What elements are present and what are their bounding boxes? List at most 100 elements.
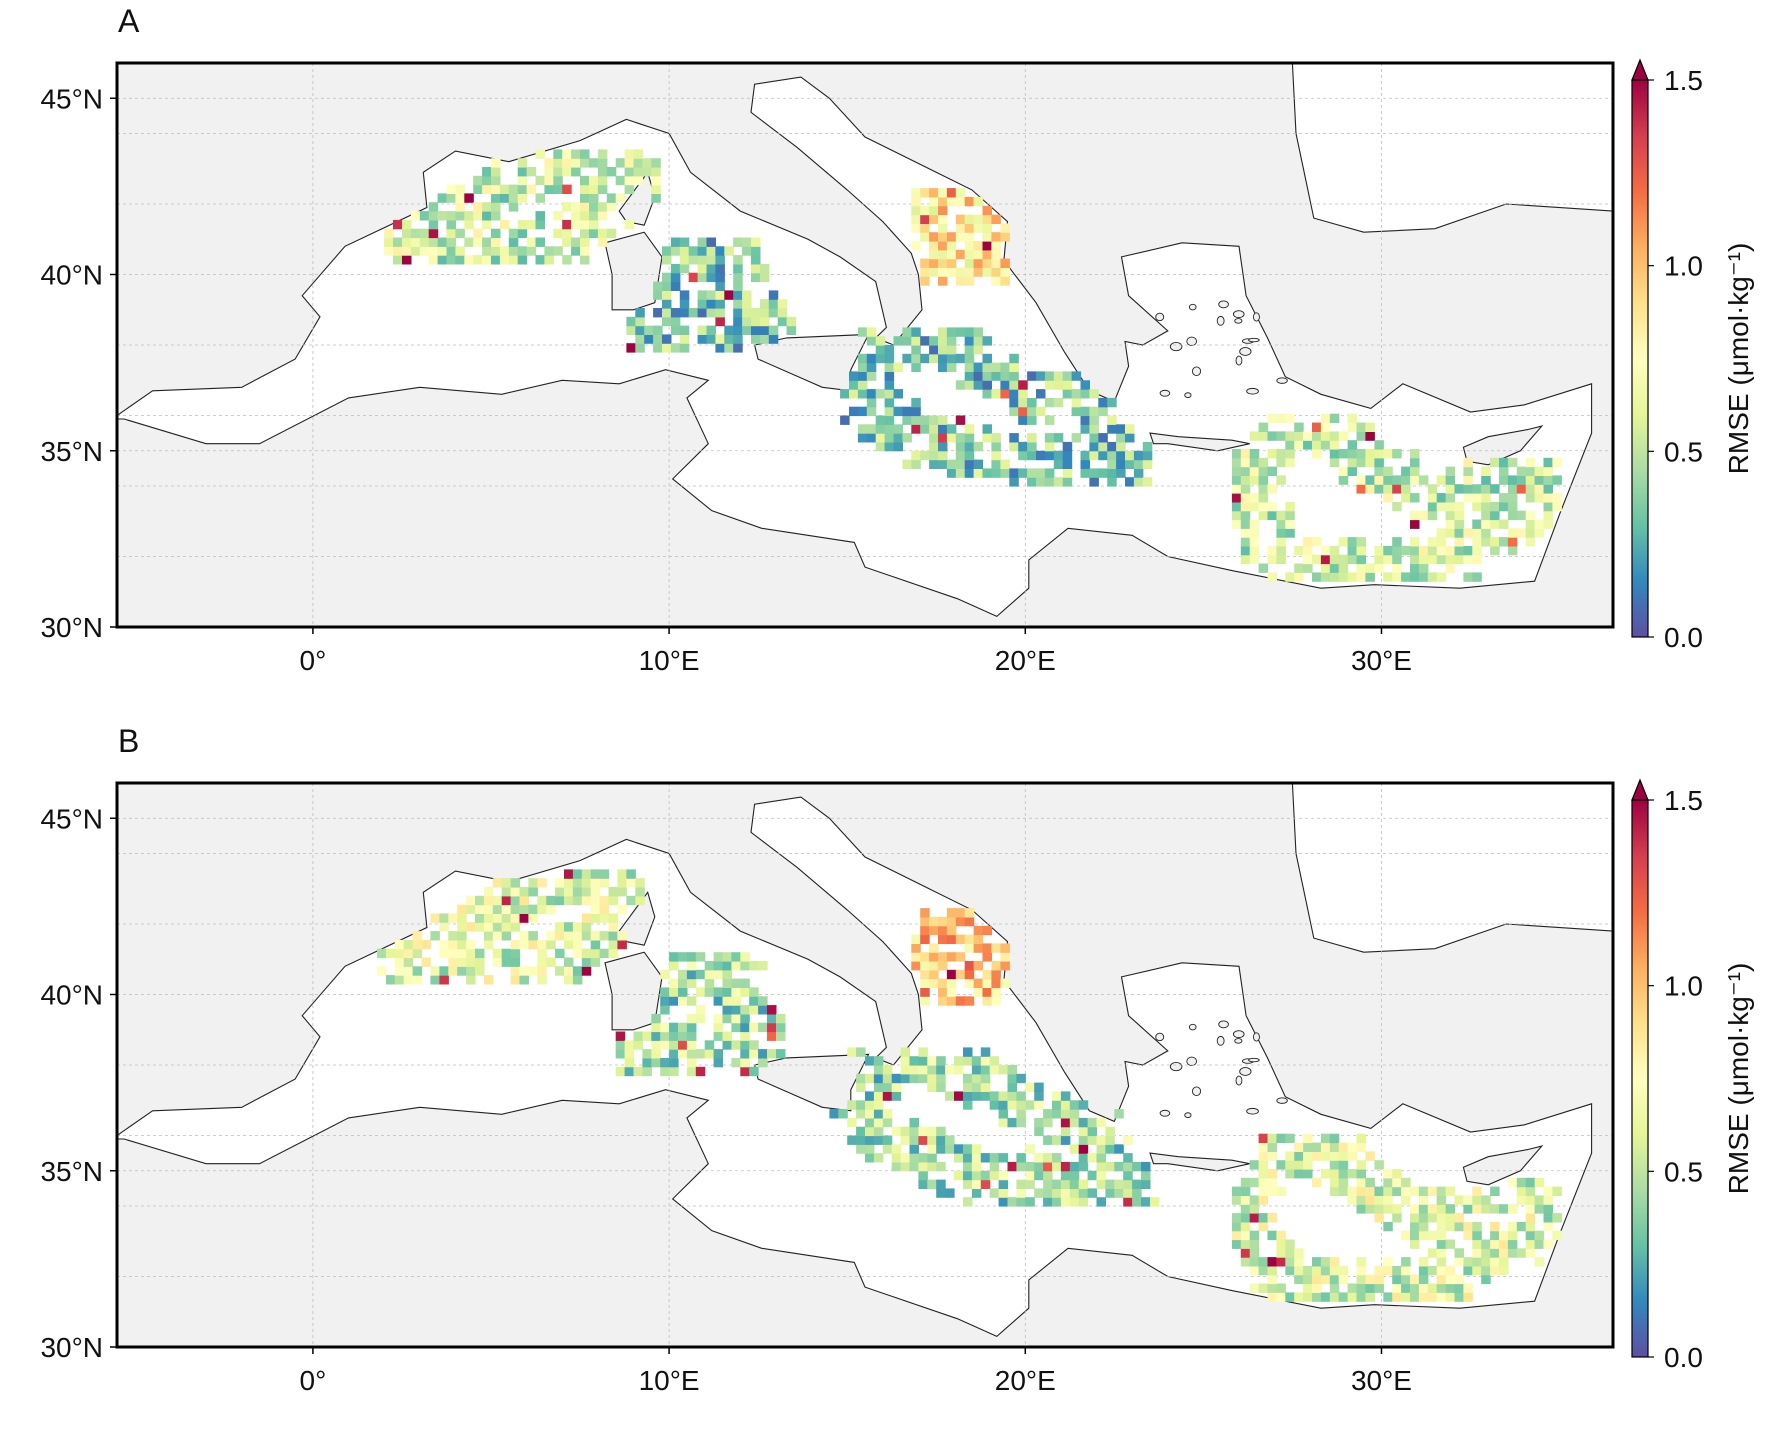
rmse-cell [946,188,957,198]
rmse-cell [428,202,439,212]
rmse-cell [1383,484,1393,494]
rmse-cell [1285,501,1295,512]
aegean-island [1239,347,1252,356]
rmse-cell [1043,1117,1053,1128]
rmse-cell [475,948,485,959]
rmse-cell [991,943,1001,953]
rmse-cell [1249,1239,1260,1249]
rmse-cell [1240,449,1251,459]
rmse-cell [1383,449,1393,459]
rmse-cell [929,441,939,452]
rmse-cell [1105,1188,1115,1198]
rmse-cell [448,939,458,950]
rmse-cell [430,931,440,941]
rmse-cell [715,246,725,256]
rmse-cell [537,939,547,950]
rmse-cell [929,353,939,364]
aegean-island [1248,1057,1260,1063]
rmse-cell [945,1188,955,1198]
rmse-cell [1027,477,1037,487]
rmse-cell [572,939,583,950]
rmse-cell [475,922,485,932]
rmse-cell [713,952,724,962]
rmse-cell [1499,1230,1509,1241]
rmse-cell [971,1161,982,1172]
rmse-cell [733,308,743,318]
rmse-cell [964,327,975,337]
aegean-island [1184,392,1192,399]
rmse-cell [715,308,725,318]
rmse-cell [776,1031,786,1041]
rmse-cell [446,228,456,239]
rmse-cell [466,922,476,932]
rmse-cell [1000,978,1010,988]
rmse-cell [882,1109,893,1119]
rmse-cell [1401,1195,1411,1205]
rmse-cell [571,211,581,221]
rmse-cell [519,975,529,985]
rmse-cell [483,931,494,941]
rmse-cell [1383,1292,1393,1302]
rmse-cell [1338,554,1349,565]
rmse-cell [1142,441,1153,452]
rmse-cell [777,308,788,318]
rmse-cell [617,931,627,941]
rmse-cell [768,334,779,344]
rmse-cell [1374,1204,1384,1214]
rmse-cell [1285,528,1295,538]
rmse-cell [1249,501,1260,512]
rmse-cell [1481,1274,1491,1285]
rmse-cell [1240,528,1251,538]
rmse-cell [946,241,957,251]
rmse-cell [1329,563,1340,573]
rmse-cell [1356,484,1366,494]
rmse-cell [1463,1204,1473,1214]
aegean-island [1159,389,1171,397]
rmse-cell [482,184,492,194]
aegean-island [1191,1086,1202,1097]
rmse-cell [704,1049,715,1059]
rmse-cell [1410,537,1420,547]
rmse-cell [1007,1091,1017,1101]
rmse-cell [1087,1126,1098,1137]
rmse-cell [946,925,957,936]
rmse-cell [954,1144,964,1154]
rmse-cell [873,1082,884,1092]
rmse-cell [856,1082,866,1092]
rmse-cell [911,934,921,944]
rmse-cell [955,249,966,260]
rmse-cell [1445,1239,1456,1249]
rmse-cell [704,978,715,988]
rmse-cell [733,316,743,327]
rmse-cell [1276,457,1286,468]
rmse-cell [1044,468,1055,478]
rmse-cell [1329,545,1340,556]
rmse-cell [446,184,456,194]
rmse-cell [1472,545,1482,556]
rmse-cell [1499,466,1509,476]
rmse-cell [1374,466,1384,476]
rmse-cell [847,1135,857,1145]
rmse-cell [776,1022,786,1033]
rmse-cell [662,308,672,318]
rmse-cell [1231,1221,1242,1232]
rmse-cell [1285,572,1295,582]
rmse-cell [918,1153,928,1163]
rmse-cell [669,1022,679,1033]
rmse-cell [660,969,670,980]
rmse-cell [954,1065,964,1075]
rmse-cell [526,167,537,177]
rmse-cell [1516,466,1527,476]
rmse-cell [866,336,877,346]
rmse-cell [713,1049,724,1059]
rmse-cell [1418,1221,1429,1232]
rmse-cell [1410,466,1420,476]
rmse-cell [580,149,590,159]
rmse-cell [1231,493,1242,503]
rmse-cell [980,1082,991,1092]
rmse-cell [1356,1283,1366,1293]
rmse-cell [1410,1213,1420,1223]
rmse-cell [385,948,396,959]
rmse-cell [857,327,868,337]
rmse-cell [982,389,992,399]
